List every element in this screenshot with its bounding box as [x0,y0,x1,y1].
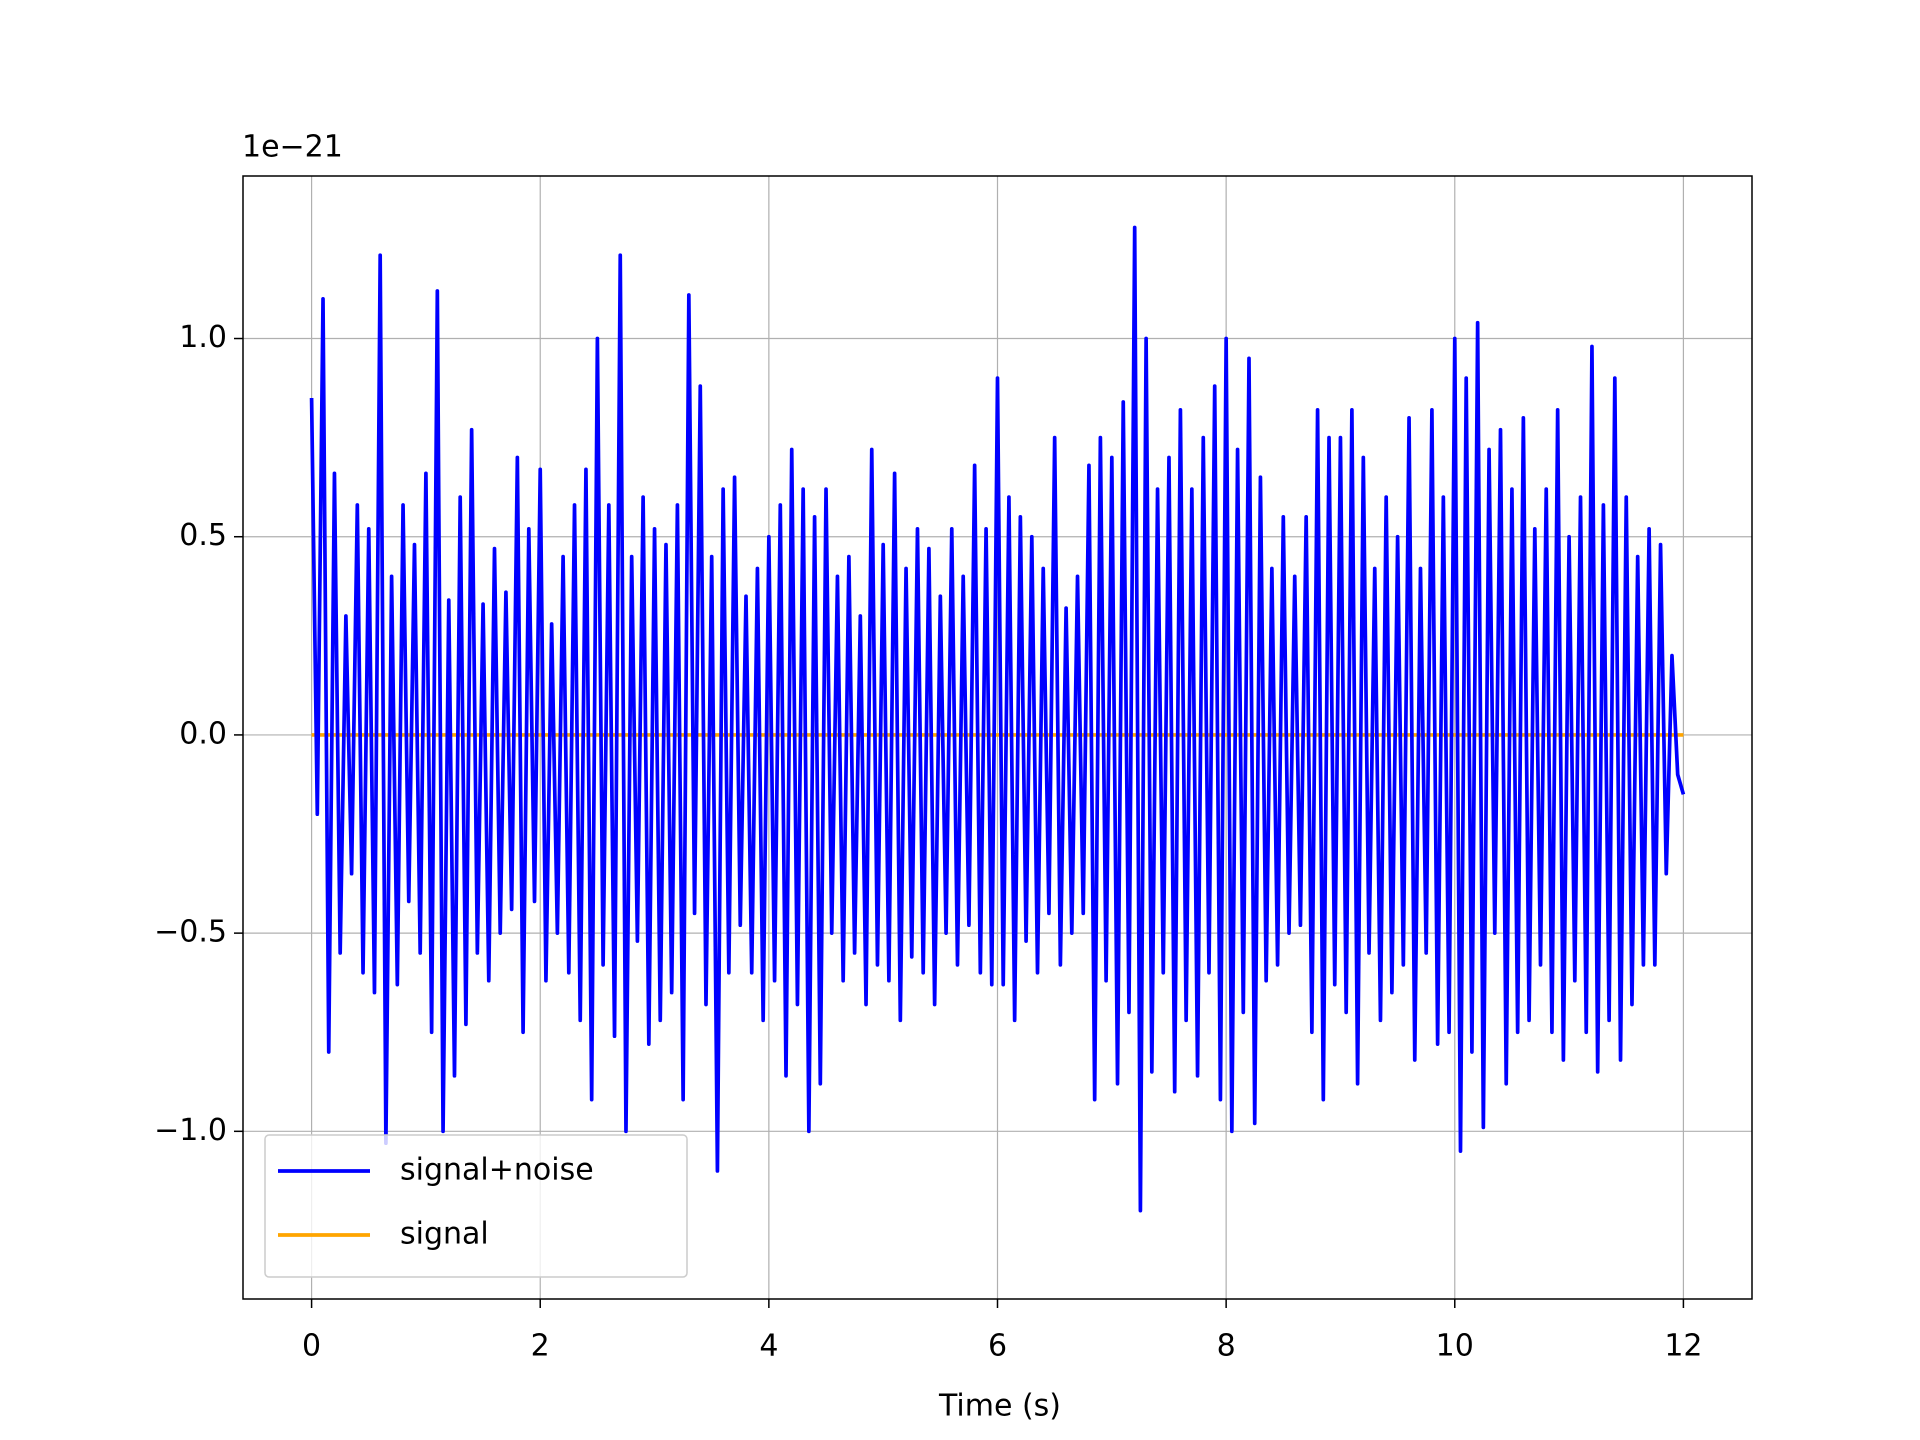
y-offset-label: 1e−21 [242,130,343,165]
y-tick-label: 0.0 [179,716,227,751]
x-tick-label: 10 [1436,1329,1474,1364]
x-tick-label: 2 [531,1329,550,1364]
x-tick-label: 4 [759,1329,778,1364]
legend-label: signal+noise [400,1153,594,1188]
y-tick-label: 1.0 [179,320,227,355]
y-tick-label: −1.0 [154,1113,227,1148]
x-axis-label: Time (s) [938,1389,1061,1424]
legend-box [264,1134,688,1278]
legend-label: signal [400,1217,489,1252]
series-line [309,225,1686,1213]
plot-frame [242,175,1753,1300]
x-tick-label: 8 [1217,1329,1236,1364]
x-tick-label: 6 [988,1329,1007,1364]
x-tick-label: 12 [1664,1329,1702,1364]
y-tick-label: −0.5 [154,915,227,950]
x-tick-label: 0 [302,1329,321,1364]
y-tick-label: 0.5 [179,518,227,553]
